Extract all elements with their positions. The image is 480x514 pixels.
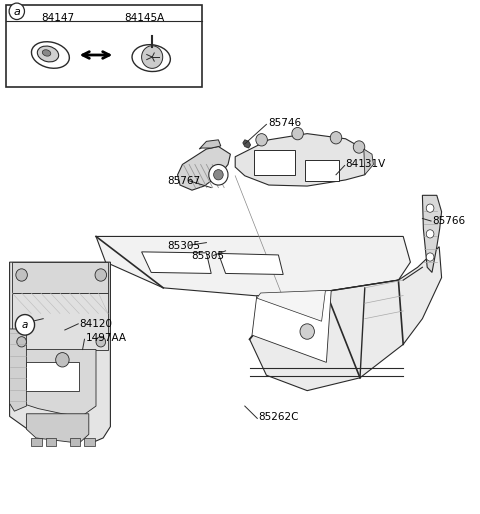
Polygon shape — [12, 293, 108, 350]
Circle shape — [353, 141, 365, 153]
Bar — [254, 150, 295, 175]
Polygon shape — [218, 253, 283, 274]
Circle shape — [292, 127, 303, 140]
Circle shape — [56, 353, 69, 367]
Polygon shape — [199, 140, 221, 149]
Polygon shape — [14, 350, 96, 416]
Polygon shape — [10, 329, 26, 411]
Polygon shape — [84, 438, 95, 446]
Polygon shape — [10, 262, 110, 442]
Circle shape — [330, 132, 342, 144]
Polygon shape — [12, 262, 108, 293]
Text: a: a — [13, 7, 20, 17]
Circle shape — [17, 337, 26, 347]
Polygon shape — [178, 146, 230, 190]
Circle shape — [16, 269, 27, 281]
Polygon shape — [46, 438, 56, 446]
Ellipse shape — [37, 46, 59, 62]
Text: 84145A: 84145A — [124, 13, 164, 23]
Circle shape — [15, 315, 35, 335]
Circle shape — [256, 134, 267, 146]
FancyBboxPatch shape — [6, 5, 202, 87]
Text: 84131V: 84131V — [346, 159, 386, 170]
Text: 1497AA: 1497AA — [85, 333, 126, 343]
Text: 85766: 85766 — [432, 216, 465, 226]
Polygon shape — [257, 290, 325, 321]
Polygon shape — [422, 195, 442, 272]
Ellipse shape — [32, 42, 69, 68]
Circle shape — [426, 253, 434, 261]
Text: 85305: 85305 — [167, 241, 200, 251]
Circle shape — [95, 269, 107, 281]
Polygon shape — [96, 236, 410, 298]
Text: 85305: 85305 — [191, 251, 224, 261]
Circle shape — [96, 337, 106, 347]
Circle shape — [426, 230, 434, 238]
Circle shape — [214, 170, 223, 180]
Polygon shape — [31, 438, 42, 446]
Text: 84120: 84120 — [79, 319, 112, 329]
Polygon shape — [243, 140, 251, 148]
Text: 85746: 85746 — [268, 118, 301, 128]
Polygon shape — [235, 134, 370, 186]
Polygon shape — [252, 290, 331, 362]
Polygon shape — [70, 438, 80, 446]
Ellipse shape — [42, 50, 51, 56]
Text: 84147: 84147 — [41, 13, 74, 23]
Polygon shape — [142, 252, 211, 273]
Ellipse shape — [132, 45, 170, 71]
Bar — [26, 362, 79, 391]
Polygon shape — [364, 149, 373, 175]
Circle shape — [9, 3, 24, 20]
Circle shape — [142, 46, 163, 68]
Circle shape — [426, 204, 434, 212]
Text: a: a — [22, 320, 28, 330]
Polygon shape — [250, 247, 442, 391]
Polygon shape — [26, 414, 89, 443]
Circle shape — [209, 164, 228, 185]
Bar — [305, 160, 339, 181]
Circle shape — [300, 324, 314, 339]
Text: 85767: 85767 — [167, 176, 200, 186]
Text: 85262C: 85262C — [258, 412, 299, 423]
